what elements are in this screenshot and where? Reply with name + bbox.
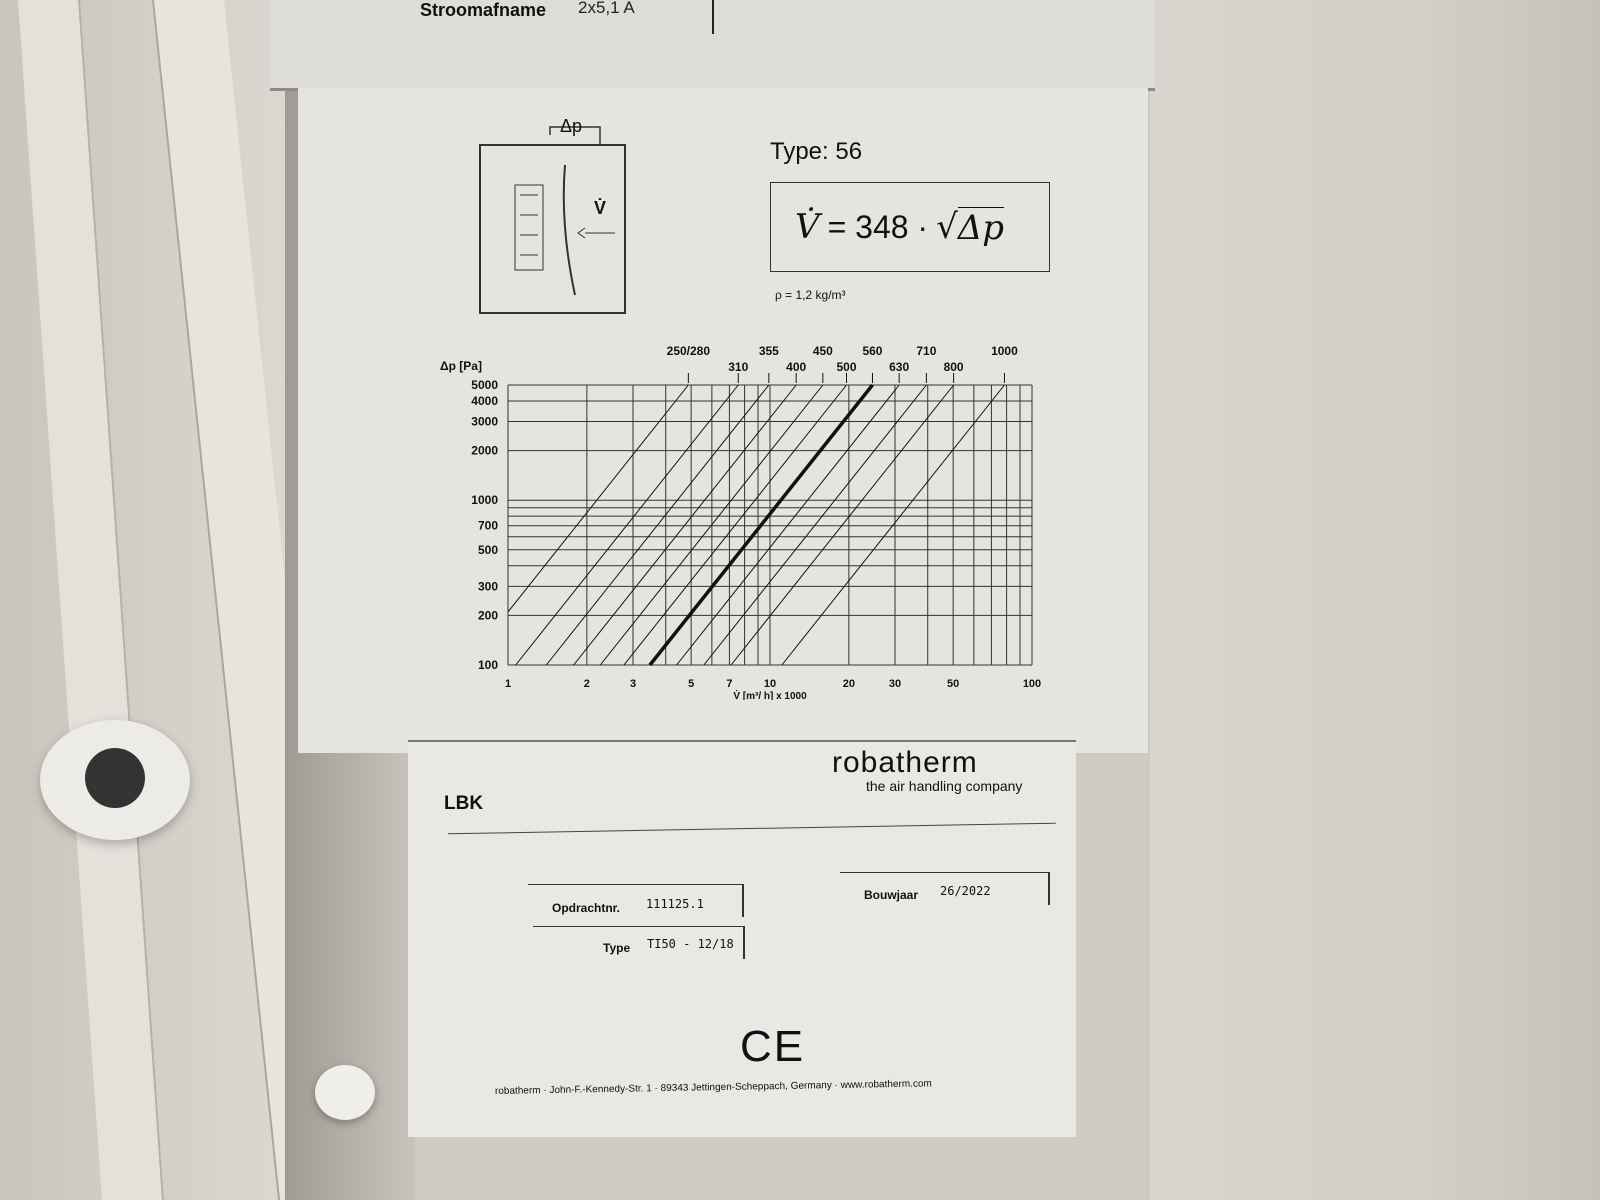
brand-tagline: the air handling company bbox=[866, 778, 1023, 794]
diameter-line-560 bbox=[648, 383, 874, 667]
type-field: Type TI50 - 12/18 bbox=[533, 926, 745, 959]
ce-mark: CE bbox=[740, 1022, 806, 1071]
x-tick-label: 10 bbox=[764, 678, 776, 690]
diameter-line-1000 bbox=[781, 384, 1005, 666]
order-label: Opdrachtnr. bbox=[552, 901, 621, 915]
order-value: 111125.1 bbox=[646, 897, 704, 911]
x-tick-label: 30 bbox=[889, 678, 901, 690]
top-nameplate: Stroomafname 2x5,1 A bbox=[270, 0, 1155, 91]
y-tick-label: 700 bbox=[478, 519, 498, 533]
fan-type: Type: 56 bbox=[770, 138, 863, 165]
diameter-line-355 bbox=[545, 384, 770, 666]
cabinet-panel bbox=[1150, 0, 1600, 1200]
x-tick-label: 1 bbox=[505, 678, 511, 690]
divider bbox=[712, 0, 714, 34]
y-tick-label: 4000 bbox=[471, 394, 498, 408]
y-tick-label: 5000 bbox=[471, 378, 498, 392]
product-code: LBK bbox=[444, 793, 484, 814]
y-tick-label: 500 bbox=[478, 543, 498, 557]
current-value: 2x5,1 A bbox=[578, 0, 635, 17]
diameter-label: 710 bbox=[916, 344, 936, 358]
air-density: ρ = 1,2 kg/m³ bbox=[775, 288, 846, 302]
keyhole-icon bbox=[85, 748, 145, 808]
y-tick-label: 200 bbox=[478, 608, 498, 622]
manufacturer-plate bbox=[408, 740, 1076, 1137]
diameter-label: 400 bbox=[786, 360, 806, 374]
pressure-flow-chart: 1 2 3 5 7 10 20 30 50 100100200300500700100020003… bbox=[440, 344, 1041, 700]
x-tick-label: 2 bbox=[584, 678, 590, 690]
diameter-line-450 bbox=[599, 384, 824, 666]
diagram-v-label: V̇ bbox=[594, 198, 607, 218]
diameter-label: 355 bbox=[759, 344, 779, 358]
y-tick-label: 2000 bbox=[471, 444, 498, 458]
formula-lhs: V̇ bbox=[795, 207, 820, 247]
diameter-label: 310 bbox=[728, 360, 748, 374]
current-label: Stroomafname bbox=[420, 0, 547, 20]
diameter-line-500 bbox=[623, 384, 847, 666]
y-tick-label: 300 bbox=[478, 579, 498, 593]
fan-diagram bbox=[479, 126, 626, 314]
diameter-label: 250/280 bbox=[667, 344, 711, 358]
brand-logo: robatherm bbox=[832, 746, 978, 779]
diameter-line-800 bbox=[730, 384, 954, 666]
order-field: Opdrachtnr. 111125.1 bbox=[528, 884, 744, 917]
y-tick-label: 1000 bbox=[471, 493, 498, 507]
year-label: Bouwjaar bbox=[864, 888, 919, 902]
y-tick-label: 100 bbox=[478, 658, 498, 672]
year-field: Bouwjaar 26/2022 bbox=[840, 872, 1050, 905]
flow-formula: V̇ = 348 · √ Δp bbox=[770, 182, 1050, 272]
door-knob[interactable] bbox=[315, 1065, 375, 1120]
x-tick-label: 7 bbox=[726, 678, 732, 690]
x-tick-label: 20 bbox=[843, 678, 855, 690]
sqrt-icon: √ bbox=[936, 207, 958, 247]
x-axis-label: V̇ [m³/ h] x 1000 bbox=[733, 690, 807, 700]
diameter-line-250/280 bbox=[507, 384, 689, 613]
door-lock[interactable] bbox=[40, 720, 190, 840]
type-label: Type bbox=[603, 941, 631, 955]
diameter-line-400 bbox=[573, 384, 797, 666]
x-tick-label: 5 bbox=[688, 678, 694, 690]
x-tick-label: 50 bbox=[947, 678, 959, 690]
diagram-dp-label: Δp bbox=[560, 116, 583, 136]
x-tick-label: 3 bbox=[630, 678, 636, 690]
y-axis-label: Δp [Pa] bbox=[440, 359, 482, 373]
y-tick-label: 3000 bbox=[471, 415, 498, 429]
diameter-label: 800 bbox=[944, 360, 964, 374]
x-tick-label: 100 bbox=[1023, 678, 1041, 690]
diameter-label: 630 bbox=[889, 360, 909, 374]
diameter-line-310 bbox=[515, 384, 739, 666]
diameter-line-630 bbox=[676, 384, 900, 666]
formula-radicand: Δp bbox=[957, 206, 1005, 248]
diameter-label: 1000 bbox=[991, 344, 1018, 358]
formula-coefficient: = 348 · bbox=[827, 208, 929, 245]
diameter-label: 500 bbox=[836, 360, 856, 374]
year-value: 26/2022 bbox=[940, 884, 991, 898]
type-value: TI50 - 12/18 bbox=[647, 937, 734, 951]
diameter-line-710 bbox=[703, 384, 927, 666]
diameter-label: 560 bbox=[862, 344, 882, 358]
diameter-label: 450 bbox=[813, 344, 833, 358]
